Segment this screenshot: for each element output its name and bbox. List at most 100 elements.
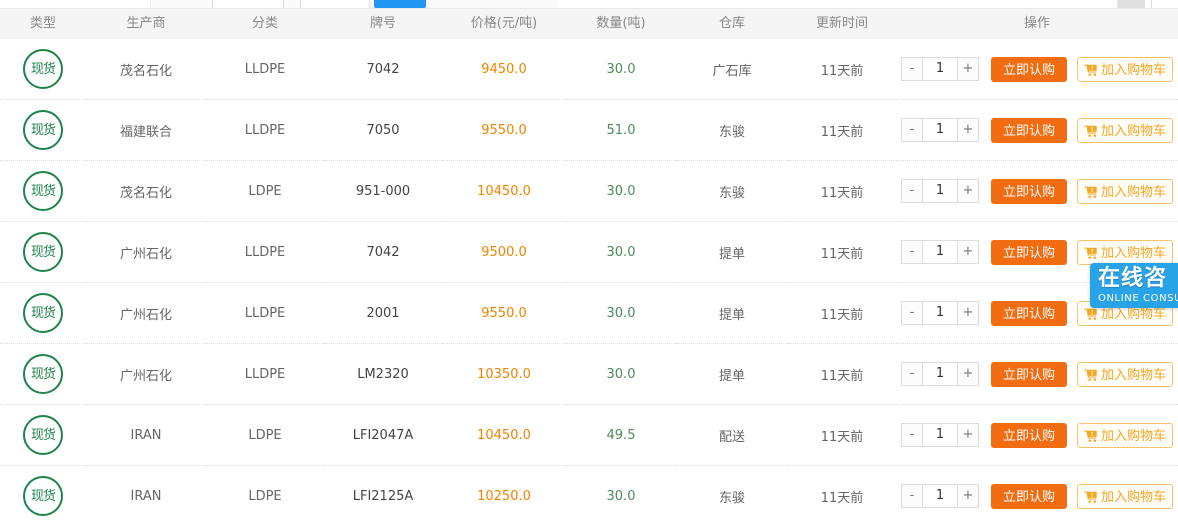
buy-now-button[interactable]: 立即认购 xyxy=(990,300,1067,326)
quantity-stepper[interactable]: -1 + xyxy=(900,423,979,447)
decrement-button[interactable]: - xyxy=(900,118,923,142)
quantity-input[interactable]: 1 xyxy=(922,362,957,386)
increment-button[interactable]: + xyxy=(956,240,979,264)
increment-button[interactable]: + xyxy=(956,57,979,81)
brand-value: 7042 xyxy=(366,61,400,77)
cell-actions: -1 + 立即认购 加入购物车 xyxy=(896,465,1178,522)
quantity-stepper[interactable]: -1 + xyxy=(900,301,979,325)
increment-button[interactable]: + xyxy=(956,484,979,508)
buy-now-button[interactable]: 立即认购 xyxy=(990,239,1067,265)
add-to-cart-button[interactable]: 加入购物车 xyxy=(1077,117,1174,143)
add-to-cart-button[interactable]: 加入购物车 xyxy=(1077,361,1174,387)
quantity-input[interactable]: 1 xyxy=(922,179,957,203)
quantity-stepper[interactable]: -1 + xyxy=(900,57,979,81)
cell-updatetime: 11天前 xyxy=(788,99,896,161)
cell-brand: LFI2047A xyxy=(324,404,442,466)
column-header-maker: 生产商 xyxy=(86,9,206,39)
quantity-stepper[interactable]: -1 + xyxy=(900,362,979,386)
shopping-cart-icon xyxy=(1083,306,1099,320)
cell-category: LLDPE xyxy=(206,221,324,283)
increment-button[interactable]: + xyxy=(956,362,979,386)
quantity-input[interactable]: 1 xyxy=(922,301,957,325)
cell-updatetime: 11天前 xyxy=(788,282,896,344)
decrement-button[interactable]: - xyxy=(900,484,923,508)
quantity-input[interactable]: 1 xyxy=(922,484,957,508)
quantity-stepper[interactable]: -1 + xyxy=(900,179,979,203)
buy-now-button[interactable]: 立即认购 xyxy=(990,178,1067,204)
decrement-button[interactable]: - xyxy=(900,240,923,264)
cell-quantity: 30.0 xyxy=(566,160,676,222)
filter-cell-2[interactable] xyxy=(152,0,214,8)
quantity-stepper[interactable]: -1 + xyxy=(900,484,979,508)
quantity-stepper[interactable]: -1 + xyxy=(900,240,979,264)
cell-warehouse: 东骏 xyxy=(676,99,788,161)
buy-now-button[interactable]: 立即认购 xyxy=(990,56,1067,82)
add-to-cart-button[interactable]: 加入购物车 xyxy=(1077,239,1174,265)
increment-button[interactable]: + xyxy=(956,118,979,142)
buy-now-button[interactable]: 立即认购 xyxy=(990,361,1067,387)
price-value: 9500.0 xyxy=(481,244,527,260)
updatetime-value: 11天前 xyxy=(820,490,864,506)
add-to-cart-button[interactable]: 加入购物车 xyxy=(1077,483,1174,509)
decrement-button[interactable]: - xyxy=(900,179,923,203)
price-value: 10250.0 xyxy=(477,488,531,504)
cell-warehouse: 东骏 xyxy=(676,465,788,522)
increment-button[interactable]: + xyxy=(956,423,979,447)
add-to-cart-button[interactable]: 加入购物车 xyxy=(1077,178,1174,204)
table-header: 类型 生产商 分类 牌号 价格(元/吨) 数量(吨) 仓库 更新时间 操作 xyxy=(0,9,1178,39)
buy-now-button[interactable]: 立即认购 xyxy=(990,117,1067,143)
increment-button[interactable]: + xyxy=(956,301,979,325)
quantity-input[interactable]: 1 xyxy=(922,118,957,142)
cell-maker: 茂名石化 xyxy=(86,39,206,100)
filter-input-2[interactable] xyxy=(300,0,370,9)
table-row: 现货 广州石化 LLDPE 2001 9550.0 30.0 提单 11天前 -1 + 立即认购 加入… xyxy=(0,282,1178,344)
filter-search-button[interactable] xyxy=(374,0,426,8)
quantity-value: 30.0 xyxy=(606,183,636,199)
status-badge: 现货 xyxy=(23,293,63,333)
quantity-input[interactable]: 1 xyxy=(922,57,957,81)
add-to-cart-button[interactable]: 加入购物车 xyxy=(1077,422,1174,448)
quantity-stepper[interactable]: -1 + xyxy=(900,118,979,142)
add-to-cart-label: 加入购物车 xyxy=(1101,244,1167,260)
quantity-input[interactable]: 1 xyxy=(922,423,957,447)
add-to-cart-button[interactable]: 加入购物车 xyxy=(1077,56,1174,82)
warehouse-value: 提单 xyxy=(718,368,745,384)
cell-actions: -1 + 立即认购 加入购物车 xyxy=(896,221,1178,283)
decrement-button[interactable]: - xyxy=(900,362,923,386)
column-header-warehouse: 仓库 xyxy=(676,9,788,39)
buy-now-button[interactable]: 立即认购 xyxy=(990,483,1067,509)
quantity-value: 51.0 xyxy=(606,122,636,138)
cell-updatetime: 11天前 xyxy=(788,404,896,466)
cell-category: LDPE xyxy=(206,404,324,466)
cell-price: 9550.0 xyxy=(442,99,566,161)
table-row: 现货 福建联合 LLDPE 7050 9550.0 51.0 东骏 11天前 -1 + 立即认购 加入… xyxy=(0,99,1178,161)
cell-type: 现货 xyxy=(0,221,86,283)
table-header-row: 类型 生产商 分类 牌号 价格(元/吨) 数量(吨) 仓库 更新时间 操作 xyxy=(0,9,1178,39)
filter-cell-4[interactable] xyxy=(330,0,558,8)
cell-type: 现货 xyxy=(0,343,86,405)
decrement-button[interactable]: - xyxy=(900,423,923,447)
cell-category: LDPE xyxy=(206,160,324,222)
filter-cell-1[interactable] xyxy=(0,0,151,8)
table-row: 现货 IRAN LDPE LFI2125A 10250.0 30.0 东骏 11天前 -1 + 立即… xyxy=(0,465,1178,522)
column-header-quantity: 数量(吨) xyxy=(566,9,676,39)
filter-input-3[interactable] xyxy=(1151,0,1178,9)
status-badge: 现货 xyxy=(23,171,63,211)
add-to-cart-label: 加入购物车 xyxy=(1101,366,1167,382)
cell-warehouse: 东骏 xyxy=(676,160,788,222)
decrement-button[interactable]: - xyxy=(900,57,923,81)
category-value: LDPE xyxy=(248,183,282,199)
cell-type: 现货 xyxy=(0,99,86,161)
increment-button[interactable]: + xyxy=(956,179,979,203)
quantity-value: 30.0 xyxy=(606,61,636,77)
cell-brand: 7042 xyxy=(324,221,442,283)
filter-button-grey[interactable] xyxy=(1117,0,1145,8)
online-consult-widget[interactable]: 在线咨 ONLINE CONSUL xyxy=(1090,263,1178,308)
buy-now-button[interactable]: 立即认购 xyxy=(990,422,1067,448)
decrement-button[interactable]: - xyxy=(900,301,923,325)
cell-brand: LM2320 xyxy=(324,343,442,405)
quantity-input[interactable]: 1 xyxy=(922,240,957,264)
cell-type: 现货 xyxy=(0,404,86,466)
filter-input-1[interactable] xyxy=(212,0,284,9)
add-to-cart-label: 加入购物车 xyxy=(1101,61,1167,77)
